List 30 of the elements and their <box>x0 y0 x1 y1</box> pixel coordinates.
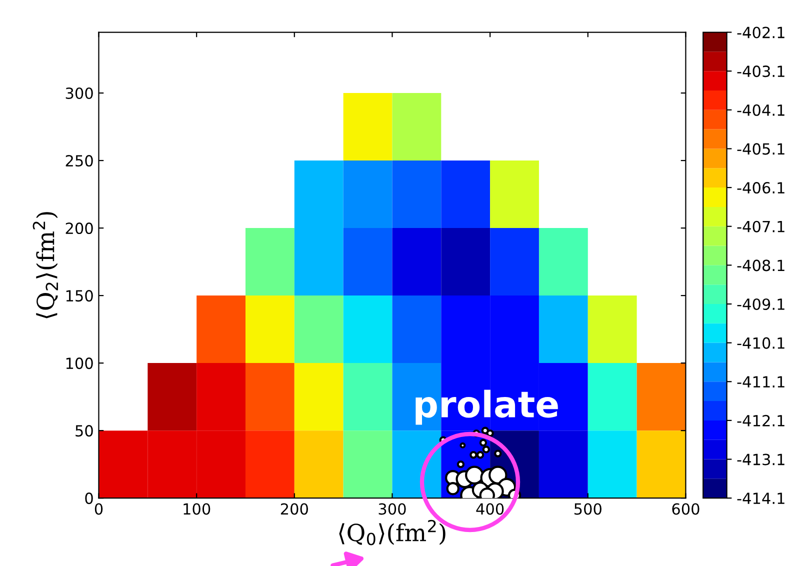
y-tick-label: 300 <box>66 87 93 100</box>
color-bar-label: -407.1 <box>737 220 784 232</box>
x-tick-label: 100 <box>184 503 210 515</box>
y-tick-label: 150 <box>66 290 93 302</box>
annotation: prolate <box>416 390 558 425</box>
y-axis-title: ⟨Q$_{2}$⟩(fm$^{2}$) <box>32 212 58 318</box>
color-bar-label: -406.1 <box>737 182 784 194</box>
color-bar-label: -412.1 <box>737 414 784 426</box>
y-tick-label: 250 <box>66 154 93 167</box>
color-bar-label: -402.1 <box>737 26 784 38</box>
color-bar-label: -411.1 <box>737 376 784 388</box>
color-bar-label: -413.1 <box>737 454 784 466</box>
y-tick-label: 50 <box>76 425 93 437</box>
x-tick-label: 300 <box>378 503 406 515</box>
color-bar-label: -414.1 <box>737 492 784 504</box>
y-tick-label: 200 <box>66 222 93 234</box>
color-bar-label: -404.1 <box>737 104 784 116</box>
color-bar-label: -410.1 <box>737 337 784 349</box>
color-bar-label: -408.1 <box>737 260 784 272</box>
color-bar-label: -403.1 <box>737 66 784 78</box>
color-bar-label: -409.1 <box>737 298 784 310</box>
x-tick-label: 600 <box>672 503 700 515</box>
y-tick-label: 100 <box>66 358 93 370</box>
x-tick-label: 200 <box>280 503 308 515</box>
x-tick-label: 400 <box>476 503 504 515</box>
x-axis-title: ⟨Q$_{0}$⟩(fm$^{2}$) <box>339 520 446 546</box>
color-bar-label: -405.1 <box>737 143 784 155</box>
x-tick-label: 500 <box>574 503 602 515</box>
y-tick-label: 0 <box>85 492 93 504</box>
x-tick-label: 0 <box>94 503 103 515</box>
